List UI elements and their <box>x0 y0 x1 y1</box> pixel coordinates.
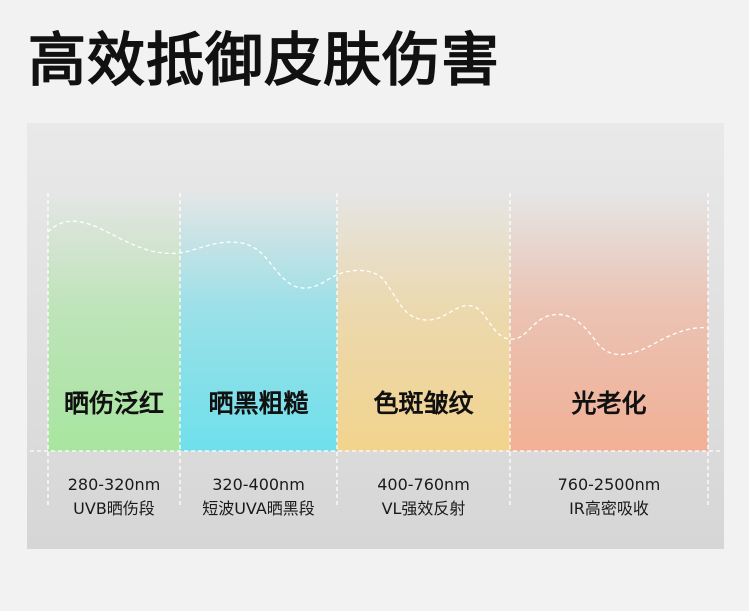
wave-curve <box>47 220 709 356</box>
band-info-vl: 400-760nm VL强效反射 <box>337 473 510 521</box>
band-label: 光老化 <box>571 389 647 418</box>
range-text: 280-320nm <box>67 475 161 494</box>
band-uva: 晒黑粗糙 <box>180 190 337 451</box>
desc-text: 短波UVA晒黑段 <box>202 499 315 518</box>
desc-text: UVB晒伤段 <box>73 499 155 518</box>
band-vl: 色斑皱纹 <box>337 190 510 451</box>
band-label: 晒黑粗糙 <box>208 389 309 418</box>
band-info-uva: 320-400nm 短波UVA晒黑段 <box>180 473 337 521</box>
page-title: 高效抵御皮肤伤害 <box>28 26 501 94</box>
band-label: 色斑皱纹 <box>373 389 474 418</box>
band-info-ir: 760-2500nm IR高密吸收 <box>510 473 708 521</box>
range-text: 400-760nm <box>377 475 470 494</box>
band-info-uvb: 280-320nm UVB晒伤段 <box>48 473 180 521</box>
band-ir: 光老化 <box>510 190 708 451</box>
range-text: 320-400nm <box>212 475 305 494</box>
band-uvb: 晒伤泛红 <box>48 190 180 451</box>
desc-text: VL强效反射 <box>381 499 466 518</box>
range-text: 760-2500nm <box>557 475 661 494</box>
spectrum-panel: 晒伤泛红 晒黑粗糙 色斑皱纹 光老化 280-320nm UVB晒伤段 320-4… <box>27 123 724 549</box>
desc-text: IR高密吸收 <box>569 499 649 518</box>
spectrum-lines <box>30 193 721 505</box>
band-label: 晒伤泛红 <box>63 389 164 418</box>
